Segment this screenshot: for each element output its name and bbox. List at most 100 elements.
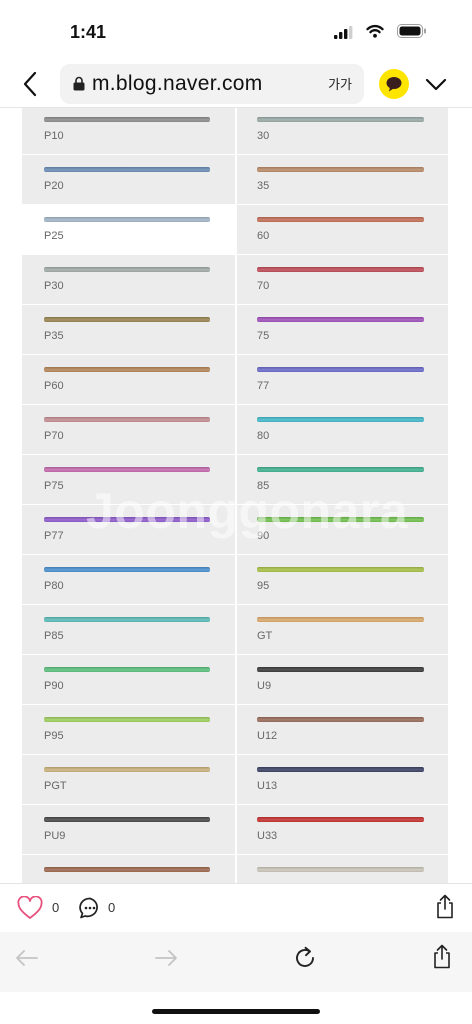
swatch-cell-cut-off	[237, 855, 448, 883]
home-indicator-area	[0, 992, 472, 1024]
text-size-button[interactable]: 가가	[328, 77, 352, 92]
swatch-cell-pgt: PGT	[22, 755, 235, 804]
swatch-row	[22, 855, 448, 883]
swatch-row: P70 80	[22, 405, 448, 455]
color-stroke	[257, 817, 424, 822]
signal-icon	[334, 26, 353, 39]
chevron-left-icon[interactable]	[22, 71, 38, 97]
swatch-cell-u33: U33	[237, 805, 448, 854]
swatch-cell-u9: U9	[237, 655, 448, 704]
comment-count: 0	[108, 900, 116, 915]
color-stroke	[257, 367, 424, 372]
swatch-cell-70: 70	[237, 255, 448, 304]
swatch-row: P60 77	[22, 355, 448, 405]
swatch-cell-p10: P10	[22, 108, 235, 154]
swatch-cell-35: 35	[237, 155, 448, 204]
share-icon[interactable]	[435, 894, 455, 919]
swatch-label: P60	[44, 380, 64, 392]
swatch-label: U13	[257, 780, 278, 792]
swatch-label: P90	[44, 680, 64, 692]
swatch-cell-80: 80	[237, 405, 448, 454]
swatch-label: P77	[44, 530, 64, 542]
wifi-icon	[366, 24, 384, 38]
status-time: 1:41	[70, 22, 107, 42]
color-stroke	[44, 167, 210, 172]
comment-icon[interactable]	[78, 896, 102, 920]
swatch-label: 80	[257, 430, 270, 442]
chevron-down-icon[interactable]	[425, 78, 447, 91]
swatch-cell-77: 77	[237, 355, 448, 404]
swatch-label: 90	[257, 530, 270, 542]
swatch-cell-p77: P77	[22, 505, 235, 554]
color-stroke	[44, 117, 210, 122]
swatch-row: P30 70	[22, 255, 448, 305]
swatch-cell-p25: P25	[22, 205, 235, 254]
swatch-label: 70	[257, 280, 270, 292]
swatch-label: U12	[257, 730, 278, 742]
swatch-cell-p20: P20	[22, 155, 235, 204]
color-stroke	[257, 267, 424, 272]
swatch-cell-30: 30	[237, 108, 448, 154]
swatch-row: P35 75	[22, 305, 448, 355]
browser-nav-bar: m.blog.naver.com 가가	[0, 60, 472, 108]
swatch-cell-90: 90	[237, 505, 448, 554]
swatch-row: P25 60	[22, 205, 448, 255]
swatch-row: P95 U12	[22, 705, 448, 755]
like-count: 0	[52, 900, 60, 915]
arrow-forward-icon[interactable]	[154, 949, 178, 967]
swatch-cell-p95: P95	[22, 705, 235, 754]
color-stroke	[44, 667, 210, 672]
swatch-label: P30	[44, 280, 64, 292]
color-stroke	[44, 467, 210, 472]
swatch-row: P20 35	[22, 155, 448, 205]
home-indicator[interactable]	[152, 1009, 320, 1014]
swatch-cell-95: 95	[237, 555, 448, 604]
color-stroke	[44, 717, 210, 722]
url-text[interactable]: m.blog.naver.com	[92, 72, 263, 95]
color-stroke	[44, 817, 210, 822]
swatch-label: 60	[257, 230, 270, 242]
color-stroke	[257, 667, 424, 672]
heart-icon[interactable]	[17, 896, 43, 920]
address-bar[interactable]: m.blog.naver.com 가가	[60, 64, 364, 104]
status-bar: 1:41	[0, 0, 472, 60]
swatch-grid: P10 30 P20 35 P25 60 P30 70 P35 75 P60 77 P70 80 P75 85…	[22, 108, 448, 883]
blog-content: P10 30 P20 35 P25 60 P30 70 P35 75 P60 77 P70 80 P75 85…	[0, 108, 472, 883]
swatch-cell-u12: U12	[237, 705, 448, 754]
swatch-row: P77 90	[22, 505, 448, 555]
swatch-row: P85 GT	[22, 605, 448, 655]
swatch-cell-p80: P80	[22, 555, 235, 604]
swatch-label: U9	[257, 680, 272, 692]
color-stroke	[257, 767, 424, 772]
swatch-label: P70	[44, 430, 64, 442]
swatch-label: 30	[257, 130, 270, 142]
swatch-label: 77	[257, 380, 270, 392]
swatch-cell-75: 75	[237, 305, 448, 354]
kakaotalk-icon[interactable]	[379, 69, 409, 99]
swatch-label: 95	[257, 580, 270, 592]
watermark: Joonggonara	[86, 483, 409, 539]
swatch-row: P90 U9	[22, 655, 448, 705]
swatch-cell-p90: P90	[22, 655, 235, 704]
swatch-label: P35	[44, 330, 64, 342]
browser-toolbar	[0, 932, 472, 992]
color-stroke	[44, 417, 210, 422]
swatch-label: P75	[44, 480, 64, 492]
color-stroke	[257, 417, 424, 422]
swatch-label: P85	[44, 630, 64, 642]
color-stroke	[44, 617, 210, 622]
swatch-cell-85: 85	[237, 455, 448, 504]
arrow-back-icon[interactable]	[15, 949, 39, 967]
swatch-row: P80 95	[22, 555, 448, 605]
swatch-label: U33	[257, 830, 278, 842]
color-stroke	[257, 717, 424, 722]
swatch-label: P95	[44, 730, 64, 742]
swatch-label: PU9	[44, 830, 66, 842]
color-stroke	[257, 117, 424, 122]
share-icon[interactable]	[432, 944, 452, 969]
swatch-row: P10 30	[22, 108, 448, 155]
swatch-label: 85	[257, 480, 270, 492]
reload-icon[interactable]	[293, 946, 317, 970]
swatch-cell-p85: P85	[22, 605, 235, 654]
swatch-cell-p60: P60	[22, 355, 235, 404]
